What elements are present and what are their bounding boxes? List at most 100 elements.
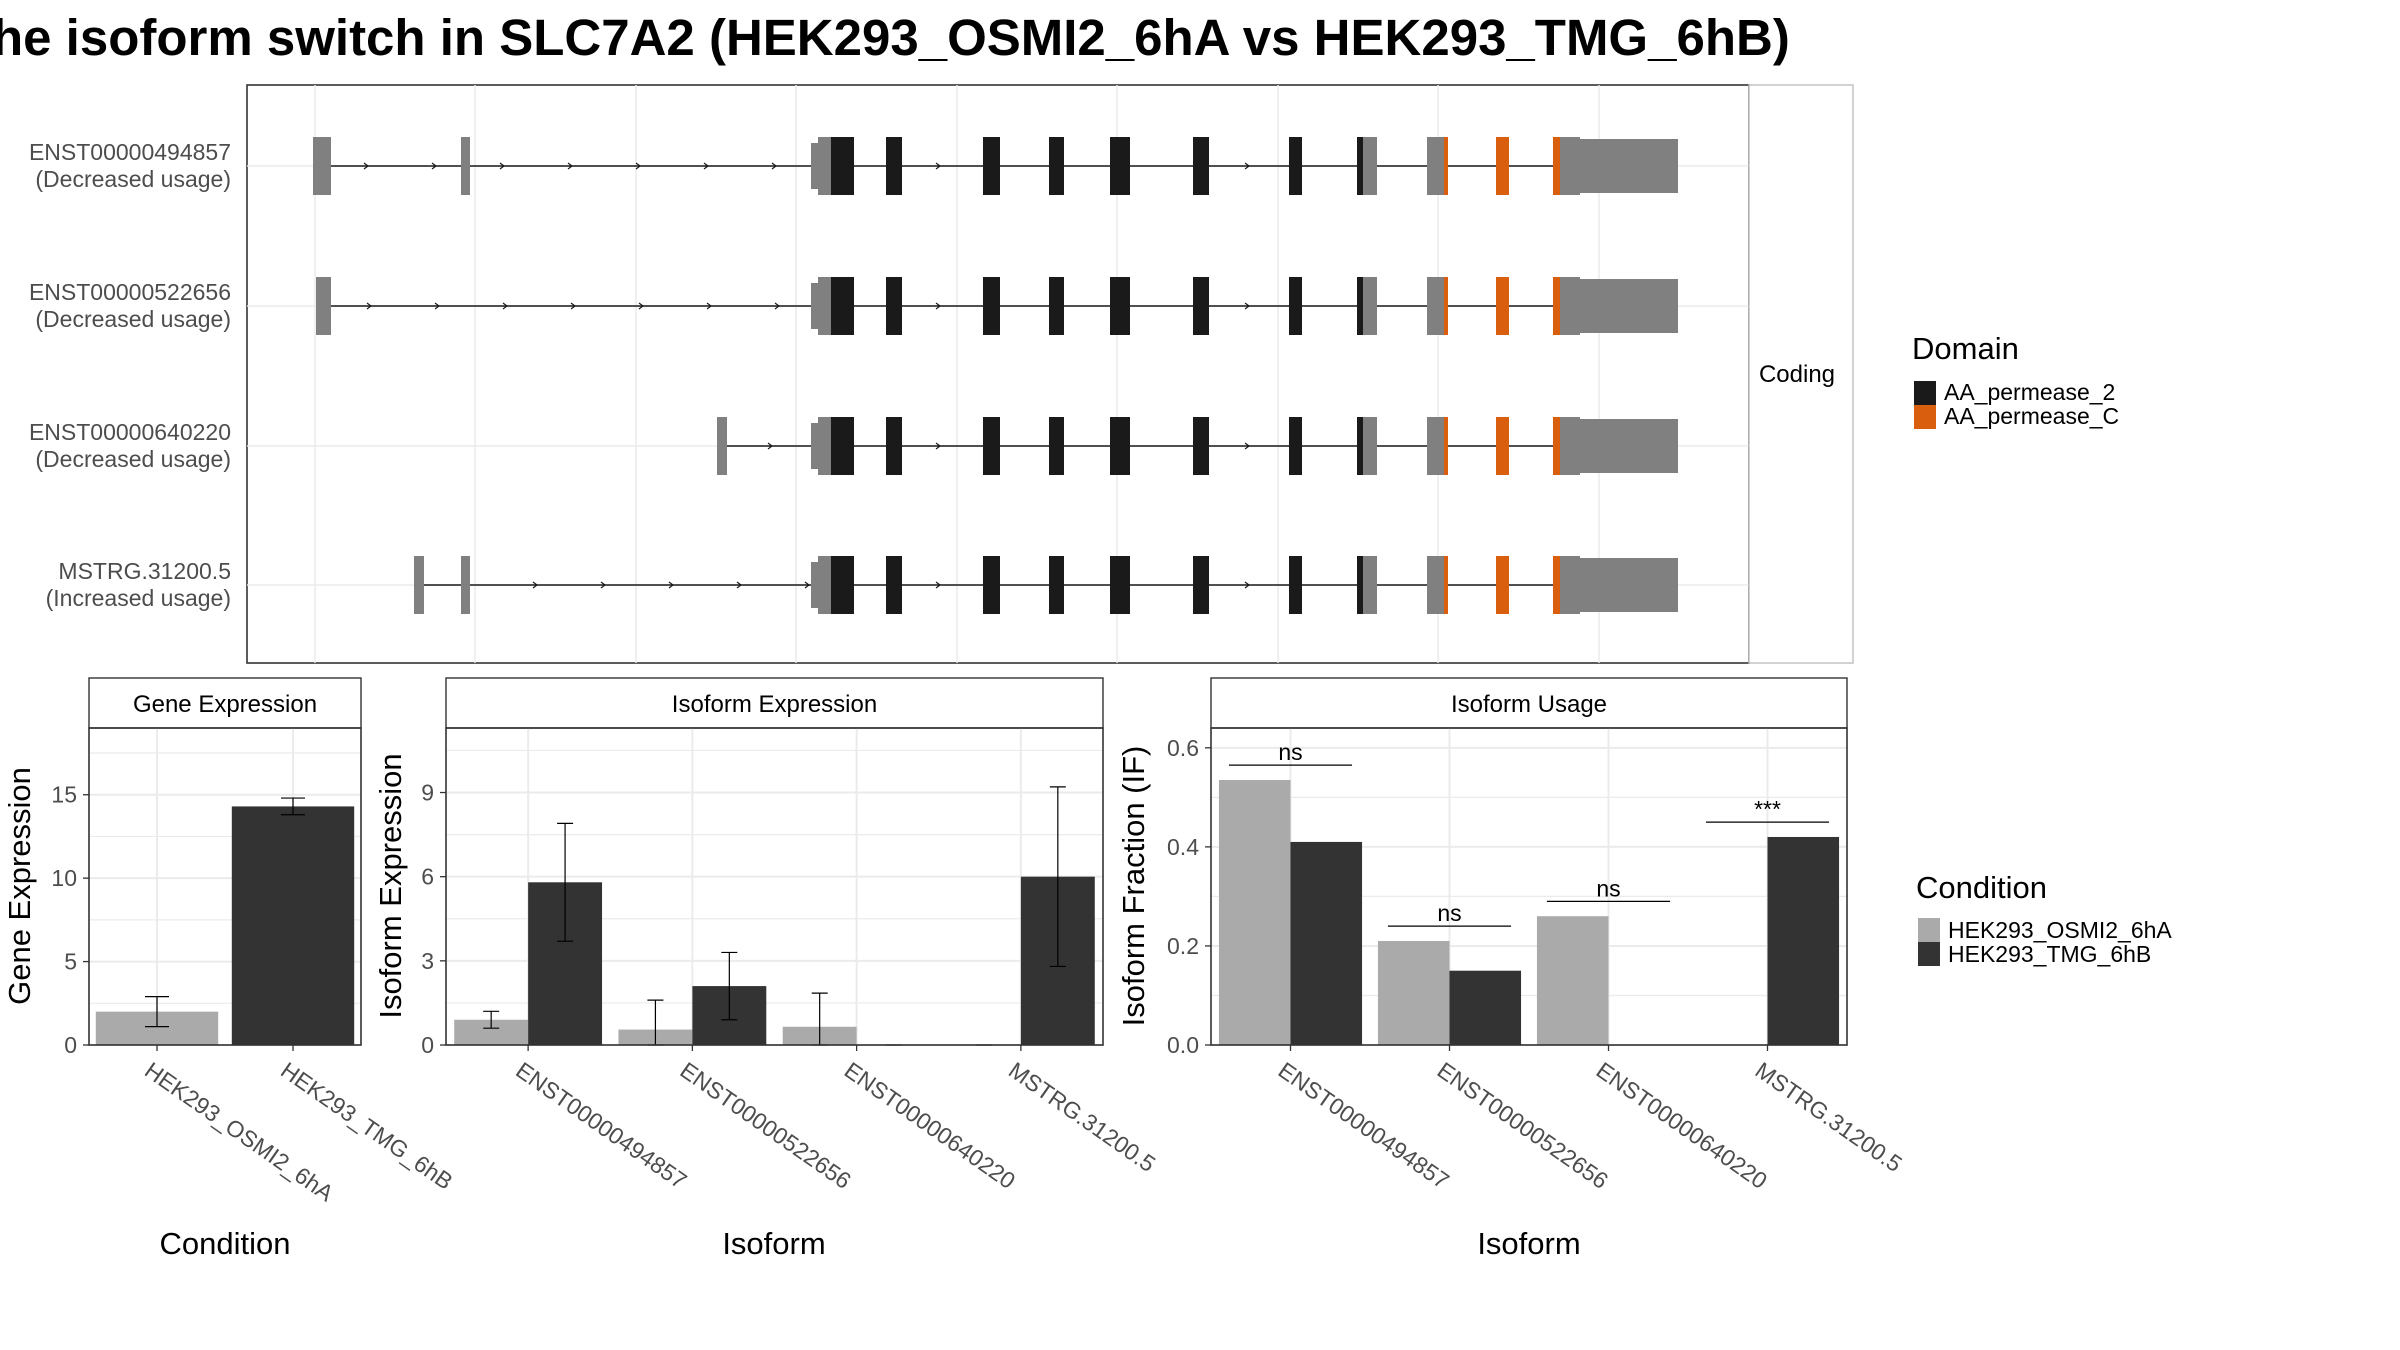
panel-strip-title: Isoform Expression <box>672 691 877 718</box>
strand-arrow <box>774 302 780 310</box>
coding-exon <box>1560 277 1580 335</box>
legend-label-tmg: HEK293_TMG_6hB <box>1948 941 2151 967</box>
domain-exon-aa-permease-c <box>1444 137 1448 195</box>
facet-strip <box>1748 84 1854 664</box>
legend-swatch-aa-permease-2 <box>1914 381 1936 405</box>
bar <box>1536 916 1609 1045</box>
domain-exon-aa-permease-2 <box>1049 556 1064 614</box>
x-tick-label: ENST00000494857 <box>1274 1057 1454 1194</box>
domain-exon-aa-permease-c <box>1496 417 1509 475</box>
domain-exon-aa-permease-2 <box>1289 277 1302 335</box>
panel-frame <box>445 727 1104 1046</box>
y-tick-label: 15 <box>51 782 77 808</box>
x-axis-title: Isoform <box>1477 1226 1580 1261</box>
strand-arrow <box>570 302 576 310</box>
domain-exon-aa-permease-2 <box>1289 417 1302 475</box>
significance-label: ns <box>1278 739 1302 765</box>
legend-label-aa-permease-2: AA_permease_2 <box>1944 379 2115 405</box>
coding-exon <box>1363 556 1377 614</box>
bar <box>1767 836 1840 1045</box>
panel-isoform-usage: Isoform Usage ns ns ns *** 0.0 0.2 0.4 0.6 ENST00… <box>1116 677 1907 1261</box>
y-tick-label: 10 <box>51 865 77 891</box>
domain-exon-aa-permease-2 <box>1049 137 1064 195</box>
domain-exon-aa-permease-2 <box>1193 417 1209 475</box>
strand-arrow <box>366 302 372 310</box>
domain-legend: Domain AA_permease_2 AA_permease_C <box>1912 331 2119 429</box>
domain-exon-aa-permease-2 <box>983 556 1000 614</box>
coding-exon <box>1363 277 1377 335</box>
utr-3prime <box>1578 419 1678 473</box>
panel-frame <box>88 727 362 1046</box>
facet-label-coding: Coding <box>1759 361 1835 388</box>
domain-exon-aa-permease-c <box>1553 417 1560 475</box>
transcript-usage-label: (Decreased usage) <box>35 166 231 192</box>
domain-exon-aa-permease-2 <box>831 277 854 335</box>
transcript-id-label: MSTRG.31200.5 <box>58 558 231 584</box>
transcript-model-ENST00000494857 <box>313 137 1678 195</box>
domain-exon-aa-permease-2 <box>831 556 854 614</box>
condition-legend-title: Condition <box>1916 870 2047 905</box>
strand-arrow <box>771 162 777 170</box>
x-tick-label: ENST00000522656 <box>1433 1057 1613 1194</box>
x-tick-label: ENST00000640220 <box>840 1057 1020 1194</box>
domain-exon-aa-permease-2 <box>1289 137 1302 195</box>
utr-exon <box>811 143 821 189</box>
utr-exon <box>461 137 470 195</box>
x-tick-label: ENST00000640220 <box>1592 1057 1772 1194</box>
domain-exon-aa-permease-2 <box>1110 277 1130 335</box>
domain-exon-aa-permease-2 <box>886 277 902 335</box>
bar <box>1218 780 1291 1045</box>
strand-arrow <box>1244 162 1250 170</box>
y-axis-title: Isoform Fraction (IF) <box>1116 746 1151 1027</box>
y-axis-title: Gene Expression <box>2 767 37 1005</box>
strand-arrow <box>935 581 941 589</box>
y-tick-label: 6 <box>421 864 434 890</box>
utr-exon <box>811 423 821 469</box>
domain-exon-aa-permease-2 <box>1110 137 1130 195</box>
strand-arrow <box>767 442 773 450</box>
strand-arrow <box>638 302 644 310</box>
coding-exon <box>818 417 832 475</box>
transcript-structure-panel: Coding ENST00000494857(Decreased usage)E… <box>29 84 1854 664</box>
strand-arrow <box>935 442 941 450</box>
utr-exon <box>414 556 424 614</box>
domain-exon-aa-permease-2 <box>1193 277 1209 335</box>
domain-exon-aa-permease-c <box>1496 137 1509 195</box>
strand-arrow <box>600 581 606 589</box>
strand-arrow <box>532 581 538 589</box>
utr-3prime <box>1578 558 1678 612</box>
bar <box>1377 940 1450 1045</box>
utr-3prime <box>1578 139 1678 193</box>
domain-exon-aa-permease-c <box>1444 556 1448 614</box>
coding-exon <box>1560 417 1580 475</box>
x-tick-label: ENST00000494857 <box>511 1057 691 1194</box>
domain-exon-aa-permease-2 <box>1357 417 1363 475</box>
transcript-id-label: ENST00000494857 <box>29 139 231 165</box>
strand-arrow <box>703 162 709 170</box>
domain-legend-title: Domain <box>1912 331 2019 366</box>
domain-exon-aa-permease-2 <box>886 137 902 195</box>
utr-3prime <box>1578 279 1678 333</box>
strand-arrow <box>502 302 508 310</box>
legend-label-osmi2: HEK293_OSMI2_6hA <box>1948 917 2172 943</box>
domain-exon-aa-permease-2 <box>886 417 902 475</box>
strand-arrow <box>635 162 641 170</box>
panel-strip <box>445 677 1104 729</box>
strand-arrow <box>499 162 505 170</box>
y-tick-label: 0.4 <box>1167 834 1199 860</box>
coding-exon <box>818 277 832 335</box>
panel-strip-title: Gene Expression <box>133 691 317 718</box>
coding-exon <box>818 137 832 195</box>
utr-exon <box>811 283 821 329</box>
domain-exon-aa-permease-2 <box>1289 556 1302 614</box>
bar <box>1449 970 1522 1045</box>
domain-exon-aa-permease-2 <box>831 417 854 475</box>
domain-exon-aa-permease-2 <box>1193 137 1209 195</box>
panel-frame <box>1210 727 1848 1046</box>
y-tick-label: 0.0 <box>1167 1032 1199 1058</box>
utr-exon <box>461 556 470 614</box>
x-axis-title: Condition <box>160 1226 291 1261</box>
x-tick-label: MSTRG.31200.5 <box>1004 1057 1160 1177</box>
domain-exon-aa-permease-c <box>1553 277 1560 335</box>
